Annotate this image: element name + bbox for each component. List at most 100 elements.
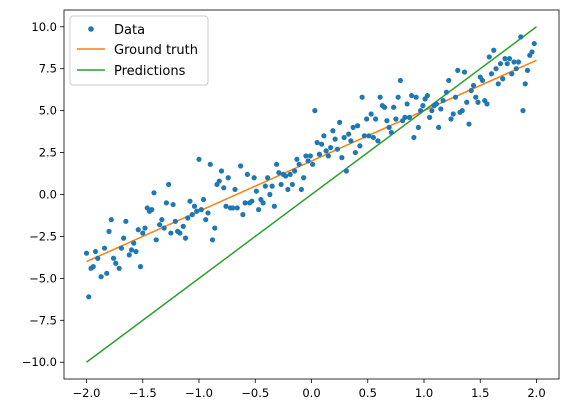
data-point [384, 118, 390, 124]
data-point [95, 255, 101, 261]
data-point [267, 191, 273, 198]
data-point [116, 265, 122, 271]
data-point [459, 108, 465, 114]
data-point [194, 208, 200, 214]
data-point [473, 94, 479, 100]
data-point [348, 138, 354, 144]
data-point [182, 235, 189, 241]
data-point [283, 173, 289, 179]
data-point [509, 71, 515, 77]
legend-box [69, 15, 209, 86]
data-point [411, 134, 417, 141]
data-point [92, 248, 99, 255]
data-point [341, 134, 347, 141]
predictions-line [86, 26, 537, 363]
data-point [238, 163, 244, 169]
data-point [110, 255, 117, 261]
data-point [323, 148, 329, 154]
y-tick-label: 7.5 [39, 62, 57, 76]
data-point [126, 252, 132, 258]
data-point [172, 218, 178, 224]
data-point [488, 71, 495, 77]
data-point [518, 34, 524, 40]
data-point [170, 201, 176, 208]
legend-label-predictions: Predictions [114, 64, 186, 79]
data-point [402, 114, 408, 120]
data-point [223, 203, 229, 209]
data-point [334, 146, 340, 152]
data-point [316, 151, 322, 157]
data-point [479, 77, 486, 84]
data-point [253, 188, 259, 194]
data-point [218, 168, 225, 174]
data-point [524, 67, 531, 73]
data-point [198, 207, 204, 213]
y-tick-label: −2.5 [29, 229, 57, 243]
data-point [448, 116, 454, 122]
data-point [409, 92, 415, 99]
data-point [90, 264, 96, 270]
data-point [278, 181, 284, 188]
data-point [221, 185, 227, 191]
x-tick-label: −2.0 [73, 386, 101, 400]
data-point [104, 270, 110, 276]
data-point [337, 119, 343, 125]
data-point [135, 227, 141, 233]
y-tick-label: −7.5 [29, 313, 57, 327]
data-point [307, 153, 313, 159]
data-point [393, 116, 399, 122]
data-point [256, 207, 262, 213]
data-point [298, 186, 304, 193]
data-point [339, 155, 345, 161]
data-point [225, 175, 231, 181]
y-tick-label: 5.0 [39, 104, 57, 118]
data-point [475, 99, 481, 105]
data-point [140, 230, 146, 236]
data-point [377, 94, 383, 100]
data-point [438, 106, 444, 112]
data-point [388, 129, 394, 136]
data-point [382, 104, 388, 110]
data-point [98, 274, 104, 280]
data-point [303, 153, 309, 159]
data-point [185, 215, 191, 221]
data-point [292, 168, 298, 174]
data-point [232, 186, 238, 193]
data-point [529, 49, 535, 55]
data-point [296, 161, 302, 167]
data-point [497, 61, 504, 67]
data-point [262, 183, 268, 189]
data-point [404, 101, 410, 107]
data-point [436, 124, 442, 131]
data-point [415, 124, 421, 131]
data-point [265, 175, 271, 181]
data-point [370, 134, 376, 141]
data-point [446, 77, 452, 84]
data-point [101, 245, 108, 251]
data-point [274, 161, 280, 167]
data-point [168, 230, 174, 236]
data-point [433, 101, 439, 107]
data-point [180, 223, 186, 229]
data-point [166, 181, 172, 188]
data-point [128, 247, 135, 253]
data-point [486, 54, 492, 60]
data-point [413, 94, 419, 100]
data-point [203, 217, 209, 223]
data-point [121, 235, 127, 241]
data-point [314, 139, 320, 146]
data-point [157, 222, 163, 228]
data-point [491, 47, 497, 53]
data-point [294, 156, 300, 162]
data-point [118, 245, 124, 251]
x-tick-label: 1.0 [415, 386, 433, 400]
data-point [504, 61, 510, 67]
data-point [123, 218, 129, 224]
data-point [513, 66, 519, 72]
data-point [131, 240, 137, 246]
data-point [343, 168, 349, 174]
data-point [429, 108, 435, 114]
series-layer [83, 26, 537, 363]
data-point [346, 131, 352, 137]
data-point [375, 138, 381, 144]
